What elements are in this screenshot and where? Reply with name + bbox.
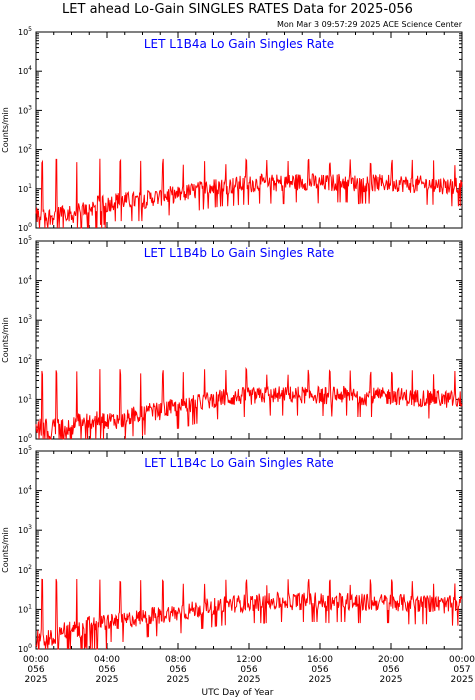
y-tick-label: 104: [18, 65, 32, 76]
series-line: [35, 578, 463, 650]
y-tick-base: 10: [18, 237, 28, 246]
timestamp: Mon Mar 3 09:57:29 2025 ACE Science Cent…: [276, 20, 462, 29]
y-tick-label: 102: [18, 354, 32, 365]
y-tick-base: 10: [18, 224, 28, 233]
y-tick-label: 103: [18, 314, 32, 325]
y-tick-exponent: 2: [28, 354, 32, 361]
y-tick-base: 10: [18, 605, 28, 614]
x-tick-label-time: 00:00: [23, 655, 49, 665]
y-tick-exponent: 1: [28, 393, 32, 400]
y-tick-base: 10: [18, 28, 28, 37]
y-tick-exponent: 5: [28, 445, 32, 452]
x-tick-label-time: 08:00: [165, 655, 191, 665]
x-tick-label-year: 2025: [167, 675, 190, 685]
x-tick-label-doy: 056: [240, 665, 257, 675]
y-tick-base: 10: [18, 316, 28, 325]
x-tick-label-year: 2025: [238, 675, 261, 685]
y-tick-label: 103: [18, 524, 32, 535]
y-tick-label: 103: [18, 104, 32, 115]
y-tick-base: 10: [18, 395, 28, 404]
y-tick-label: 104: [18, 485, 32, 496]
y-tick-base: 10: [18, 526, 28, 535]
y-tick-label: 104: [18, 275, 32, 286]
y-tick-exponent: 1: [28, 183, 32, 190]
y-tick-exponent: 5: [28, 235, 32, 242]
x-tick-label-time: 12:00: [236, 655, 262, 665]
y-axis-label: Counts/min: [1, 527, 10, 573]
y-tick-label: 105: [18, 445, 32, 456]
x-tick-label-time: 16:00: [307, 655, 333, 665]
y-tick-exponent: 4: [28, 485, 32, 492]
y-tick-exponent: 5: [28, 26, 32, 33]
y-tick-base: 10: [18, 185, 28, 194]
y-tick-label: 105: [18, 235, 32, 246]
y-tick-exponent: 3: [28, 314, 32, 321]
x-tick-label-doy: 056: [27, 665, 44, 675]
y-tick-exponent: 3: [28, 104, 32, 111]
y-tick-label: 105: [18, 26, 32, 37]
y-tick-label: 101: [18, 393, 32, 404]
x-tick-label-year: 2025: [25, 675, 48, 685]
panel-title: LET L1B4b Lo Gain Singles Rate: [144, 246, 335, 260]
y-tick-base: 10: [18, 566, 28, 575]
y-tick-base: 10: [18, 435, 28, 444]
y-tick-exponent: 4: [28, 65, 32, 72]
y-tick-base: 10: [18, 277, 28, 286]
y-tick-base: 10: [18, 487, 28, 496]
x-tick-label-time: 20:00: [378, 655, 404, 665]
y-axis-label: Counts/min: [1, 107, 10, 153]
series-line: [35, 158, 463, 229]
y-tick-label: 100: [18, 643, 32, 654]
y-tick-exponent: 2: [28, 564, 32, 571]
y-tick-exponent: 1: [28, 603, 32, 610]
y-tick-label: 102: [18, 564, 32, 575]
panel-title: LET L1B4a Lo Gain Singles Rate: [144, 37, 334, 51]
x-tick-label-year: 2025: [380, 675, 403, 685]
y-tick-base: 10: [18, 447, 28, 456]
x-tick-label-doy: 056: [311, 665, 328, 675]
plot-frame: [35, 450, 463, 650]
x-tick-label-year: 2025: [309, 675, 332, 685]
x-tick-label-doy: 056: [98, 665, 115, 675]
x-tick-label-time: 04:00: [94, 655, 120, 665]
y-axis-label: Counts/min: [1, 317, 10, 363]
x-tick-label-doy: 056: [169, 665, 186, 675]
y-tick-label: 101: [18, 603, 32, 614]
y-tick-exponent: 0: [28, 643, 32, 650]
chart-title: LET ahead Lo-Gain SINGLES RATES Data for…: [62, 2, 413, 17]
x-tick-label-year: 2025: [451, 675, 474, 685]
y-tick-base: 10: [18, 106, 28, 115]
y-tick-base: 10: [18, 645, 28, 654]
y-tick-exponent: 4: [28, 275, 32, 282]
y-tick-exponent: 3: [28, 524, 32, 531]
y-tick-exponent: 2: [28, 144, 32, 151]
y-tick-label: 102: [18, 144, 32, 155]
panel-title: LET L1B4c Lo Gain Singles Rate: [144, 456, 334, 470]
series-line: [35, 366, 463, 440]
x-axis-label: UTC Day of Year: [201, 688, 274, 698]
x-tick-label-year: 2025: [96, 675, 119, 685]
x-tick-label-time: 00:00: [449, 655, 475, 665]
y-tick-base: 10: [18, 146, 28, 155]
y-tick-exponent: 0: [28, 433, 32, 440]
x-tick-label-doy: 057: [453, 665, 470, 675]
y-tick-exponent: 0: [28, 222, 32, 229]
y-tick-base: 10: [18, 67, 28, 76]
x-tick-label-doy: 056: [382, 665, 399, 675]
y-tick-label: 101: [18, 183, 32, 194]
y-tick-label: 100: [18, 433, 32, 444]
y-tick-base: 10: [18, 356, 28, 365]
y-tick-label: 100: [18, 222, 32, 233]
